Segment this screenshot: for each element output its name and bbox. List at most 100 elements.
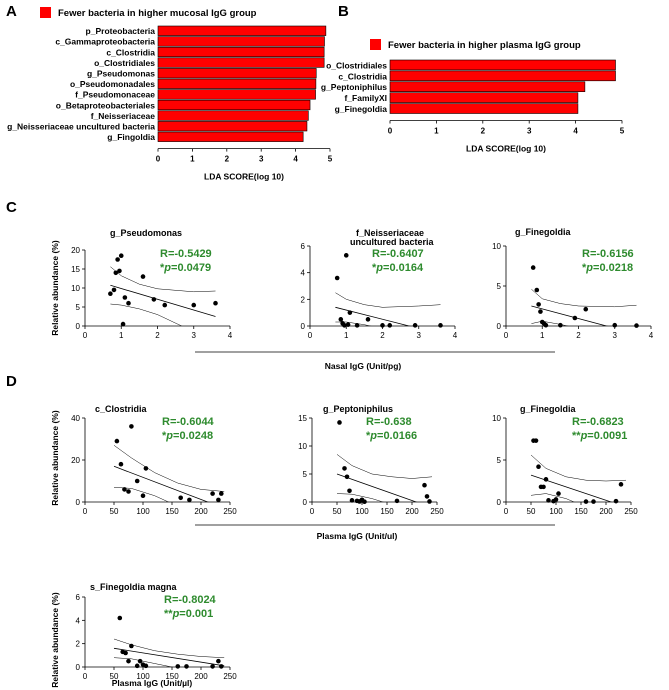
data-point [213,300,218,306]
r-value: R=-0.6156 [582,248,634,260]
x-axis-title: LDA SCORE(log 10) [204,172,284,182]
data-point [412,323,418,328]
x-tick-label: 1 [344,331,349,340]
y-tick-label: 2 [301,295,306,304]
data-point [129,424,134,429]
nasal-igg-xlabel: Nasal IgG (Unit/pg) [325,361,402,371]
lda-bar [389,92,579,103]
x-tick-label: 50 [110,672,119,681]
p-stars: * [582,262,587,274]
lda-bar [157,110,309,121]
x-tick-label: 150 [574,507,588,516]
x-tick-label: 3 [259,155,264,164]
lda-bar [157,121,308,132]
p-value: *p=0.0248 [162,430,213,442]
p-symbol: p [369,430,377,442]
bar-category-label: p_Proteobacteria [86,26,156,36]
bar-category-label: g_Pseudomonas [87,69,155,79]
scatter-c3: 0 5 10 0 1 2 3 4 g_Finegoldia R=-0.6156 *p=0.0218 [492,227,654,340]
x-tick-label: 4 [573,127,578,136]
lda-chart-mucosal: Fewer bacteria in higher mucosal IgG gro… [7,7,333,182]
x-tick-label: 1 [119,331,124,340]
y-tick-label: 20 [71,456,80,465]
y-axis-title: Relative abundance (%) [50,592,60,688]
data-point [126,300,131,306]
bar-category-label: f_FamilyXI [344,93,387,103]
p-symbol: p [580,430,588,442]
data-point [219,664,224,669]
data-point [613,498,619,504]
data-point [219,491,224,496]
fit-layer [113,445,225,502]
x-tick-label: 50 [527,507,536,516]
plot-title: g_Finegoldia [515,227,571,237]
x-tick-label: 1 [190,155,195,164]
data-point [175,664,181,669]
regression-line [335,306,411,326]
legend-swatch [40,7,51,18]
fit-layer [113,638,225,667]
scatter-d4: 0 2 4 6 0 50 100 150 200 250 s_Finegoldia magna R=-… [76,582,238,681]
data-point [143,663,149,669]
plot-title: s_Finegoldia magna [90,582,178,592]
r-value: R=-0.6823 [572,416,624,428]
x-axis-title: LDA SCORE(log 10) [466,144,546,154]
data-point [216,658,221,664]
p-number: =0.0164 [383,262,424,274]
bar-category-label: c_Clostridia [106,47,155,57]
p-number: =0.0479 [171,262,211,274]
data-point [362,499,367,505]
y-tick-label: 15 [71,265,80,274]
data-point [612,322,618,328]
x-tick-label: 4 [293,155,298,164]
p-stars: * [160,262,165,274]
data-point [345,322,351,327]
y-tick-label: 20 [71,246,80,255]
y-tick-label: 15 [298,414,307,423]
x-tick-label: 4 [453,331,458,340]
panel-label-d: D [6,373,17,390]
regression-line [113,465,209,502]
x-tick-label: 2 [380,331,385,340]
panel-label-b: B [338,3,349,20]
x-tick-label: 0 [310,507,315,516]
data-point [108,291,113,297]
r-value: R=-0.6044 [162,416,215,428]
x-tick-label: 2 [481,127,486,136]
x-tick-label: 150 [165,672,179,681]
p-stars: ** [572,430,581,442]
plot-title: f_Neisseriaceae [356,228,424,238]
confidence-band-lower [113,657,174,667]
p-stars: * [372,262,377,274]
data-point [534,287,540,293]
data-point [338,317,344,322]
p-symbol: p [165,430,173,442]
x-tick-label: 3 [613,331,618,340]
data-point [210,664,215,669]
x-tick-label: 150 [165,507,179,516]
data-point [343,253,349,258]
data-point [424,494,430,499]
data-point [558,322,563,328]
plasma-igg-xlabel: Plasma IgG (Unit/ul) [317,531,398,541]
x-tick-label: 1 [434,127,439,136]
data-point [427,499,432,504]
lda-bar [157,36,325,47]
r-value: R=-0.5429 [160,248,212,260]
p-symbol: p [585,262,593,274]
x-tick-label: 1 [540,331,545,340]
lda-bar [157,57,325,68]
bar-category-label: c_Gammaproteobacteria [55,37,155,47]
p-symbol: p [172,608,180,620]
x-tick-label: 250 [430,507,444,516]
y-tick-label: 4 [301,269,306,278]
bar-category-label: g_Neisseriaceae uncultured bacteria [7,122,155,132]
p-number: =0.0218 [593,262,633,274]
data-point [591,499,596,504]
fit-layer [110,266,216,326]
data-point [387,323,393,328]
plasma-igg-xlabel-d4: Plasma IgG (Unit/µl) [112,678,193,688]
p-symbol: p [375,262,383,274]
